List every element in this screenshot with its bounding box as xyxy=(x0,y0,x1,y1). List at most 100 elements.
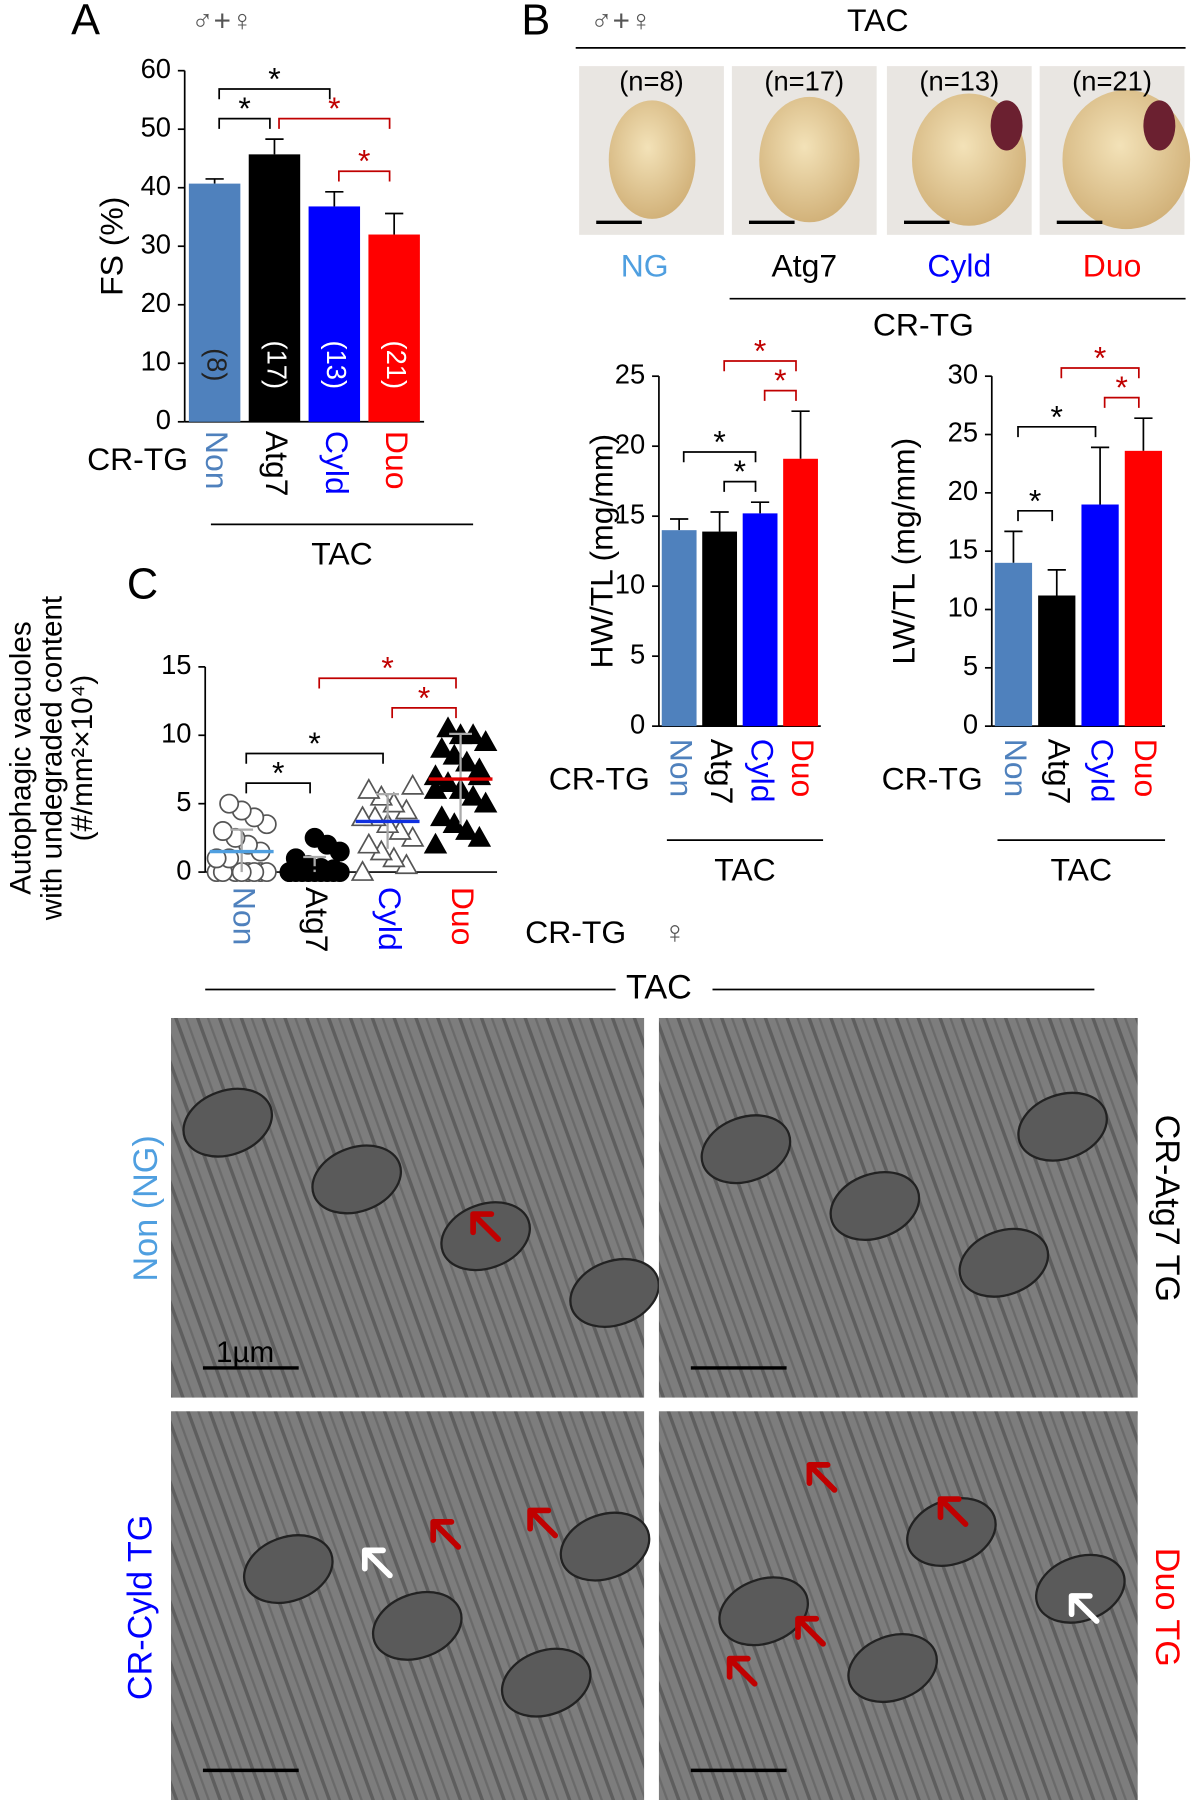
x-tick-label: Atg7 xyxy=(704,739,740,805)
y-tick-label: 5 xyxy=(176,786,191,817)
bar xyxy=(368,234,420,422)
significance-bracket xyxy=(338,170,391,182)
em-image xyxy=(171,1017,645,1398)
em-label: CR-Cyld TG xyxy=(122,1515,160,1701)
data-point xyxy=(212,821,233,842)
organelle xyxy=(242,1534,334,1605)
y-tick-label: 10 xyxy=(948,592,978,623)
sex-label: ♂+♀ xyxy=(191,5,253,38)
bar xyxy=(1081,504,1119,727)
bar xyxy=(994,562,1033,727)
significance-label: * xyxy=(754,332,766,368)
bar xyxy=(661,530,697,727)
treatment-label: TAC xyxy=(847,2,908,38)
group-label: CR-TG xyxy=(549,760,650,796)
group-label: CR-TG xyxy=(525,914,626,950)
significance-label: * xyxy=(268,60,280,96)
y-tick-label: 30 xyxy=(948,358,978,389)
arrow xyxy=(527,1507,559,1539)
photo-count: (n=13) xyxy=(919,65,999,96)
organelle xyxy=(440,1201,531,1272)
significance-label: * xyxy=(381,650,393,686)
significance-bracket xyxy=(1060,367,1140,379)
y-axis-label: HW/TL (mg/mm) xyxy=(584,434,620,669)
group-label: CR-TG xyxy=(873,307,974,343)
data-point xyxy=(219,793,240,814)
y-axis-label: (#/mm²×10⁴) xyxy=(66,675,99,842)
y-tick-label: 15 xyxy=(161,649,191,680)
heart xyxy=(608,100,696,219)
bar xyxy=(308,206,361,422)
significance-bracket xyxy=(1017,509,1054,522)
bar xyxy=(1124,450,1163,727)
bar xyxy=(248,154,301,422)
data-point xyxy=(423,832,448,854)
data-point xyxy=(430,736,454,758)
organelle xyxy=(958,1227,1050,1298)
significance-label: * xyxy=(328,90,340,126)
organelle xyxy=(559,1511,651,1582)
significance-bracket xyxy=(723,360,797,372)
em-label: Duo TG xyxy=(1148,1548,1186,1667)
data-point xyxy=(430,805,454,827)
panel-letter: B xyxy=(521,0,550,44)
sex-label: ♀ xyxy=(663,914,687,950)
significance-bracket xyxy=(682,451,757,463)
organelle xyxy=(311,1144,403,1215)
data-point xyxy=(304,827,325,848)
significance-label: * xyxy=(1116,369,1128,405)
significance-bracket xyxy=(218,117,271,129)
em-label: Non (NG) xyxy=(127,1135,165,1281)
y-tick-label: 10 xyxy=(161,717,191,748)
x-tick-label: Non xyxy=(664,739,700,798)
treatment-label: TAC xyxy=(714,851,775,887)
arrow xyxy=(795,1615,826,1647)
y-tick-label: 20 xyxy=(948,475,978,506)
y-tick-label: 5 xyxy=(963,650,978,681)
treatment-label: TAC xyxy=(1051,851,1112,887)
arrow xyxy=(806,1462,838,1493)
data-point xyxy=(350,860,375,881)
y-tick-label: 10 xyxy=(615,568,645,599)
photo-label: Cyld xyxy=(927,247,991,283)
bar xyxy=(702,531,738,727)
count-label: (8) xyxy=(201,348,232,381)
data-point xyxy=(357,832,381,854)
y-axis-label: Autophagic vacuoles xyxy=(5,621,38,894)
significance-bracket xyxy=(723,480,757,492)
organelle xyxy=(569,1258,660,1328)
photo-count: (n=17) xyxy=(764,65,844,96)
photo-count: (n=21) xyxy=(1072,65,1152,96)
arrow xyxy=(937,1496,969,1527)
data-point xyxy=(436,716,460,738)
significance-bracket xyxy=(1103,396,1140,408)
arrow xyxy=(361,1547,393,1579)
photo-label: NG xyxy=(621,247,669,283)
y-tick-label: 60 xyxy=(141,53,171,84)
significance-bracket xyxy=(391,707,457,719)
arrow xyxy=(430,1518,462,1550)
significance-label: * xyxy=(272,755,284,791)
y-tick-label: 0 xyxy=(963,708,978,739)
data-point xyxy=(285,848,306,869)
significance-label: * xyxy=(734,453,746,489)
y-axis-label: LW/TL (mg/mm) xyxy=(886,438,922,665)
blood xyxy=(1143,100,1176,151)
y-tick-label: 25 xyxy=(615,358,645,389)
organelle xyxy=(500,1647,592,1718)
x-tick-label: Non xyxy=(199,431,235,490)
bar xyxy=(783,458,818,727)
x-tick-label: Non xyxy=(998,739,1034,798)
significance-label: * xyxy=(308,725,320,761)
bar xyxy=(742,513,778,727)
x-tick-label: Duo xyxy=(379,431,415,490)
y-tick-label: 15 xyxy=(948,533,978,564)
heart xyxy=(759,96,860,223)
sex-label: ♂+♀ xyxy=(590,5,652,38)
count-label: (21) xyxy=(381,340,412,389)
significance-label: * xyxy=(358,143,370,179)
significance-label: * xyxy=(713,423,725,459)
organelle xyxy=(1017,1091,1108,1162)
